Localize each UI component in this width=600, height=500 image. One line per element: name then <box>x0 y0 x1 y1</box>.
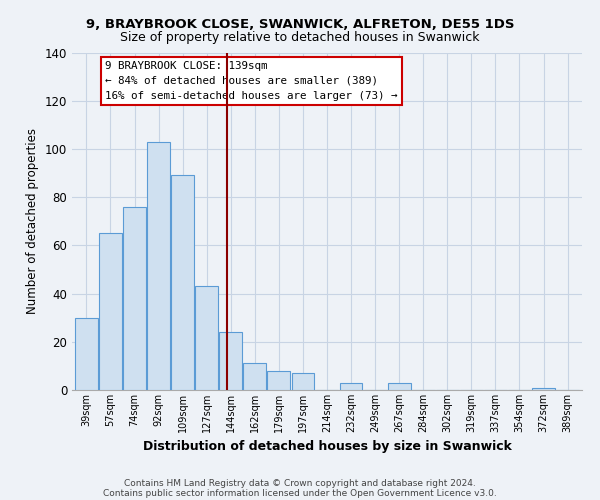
Bar <box>244 364 266 390</box>
Bar <box>75 318 98 390</box>
Bar <box>171 176 194 390</box>
Bar <box>292 373 314 390</box>
Bar <box>195 286 218 390</box>
Bar <box>220 332 242 390</box>
Text: 9 BRAYBROOK CLOSE: 139sqm
← 84% of detached houses are smaller (389)
16% of semi: 9 BRAYBROOK CLOSE: 139sqm ← 84% of detac… <box>105 61 398 100</box>
Text: Size of property relative to detached houses in Swanwick: Size of property relative to detached ho… <box>120 31 480 44</box>
Text: 9, BRAYBROOK CLOSE, SWANWICK, ALFRETON, DE55 1DS: 9, BRAYBROOK CLOSE, SWANWICK, ALFRETON, … <box>86 18 514 30</box>
Bar <box>532 388 555 390</box>
Bar <box>123 207 146 390</box>
Bar <box>99 234 122 390</box>
X-axis label: Distribution of detached houses by size in Swanwick: Distribution of detached houses by size … <box>143 440 511 454</box>
Bar <box>147 142 170 390</box>
Text: Contains public sector information licensed under the Open Government Licence v3: Contains public sector information licen… <box>103 488 497 498</box>
Text: Contains HM Land Registry data © Crown copyright and database right 2024.: Contains HM Land Registry data © Crown c… <box>124 478 476 488</box>
Y-axis label: Number of detached properties: Number of detached properties <box>26 128 39 314</box>
Bar <box>388 383 410 390</box>
Bar <box>340 383 362 390</box>
Bar <box>268 370 290 390</box>
